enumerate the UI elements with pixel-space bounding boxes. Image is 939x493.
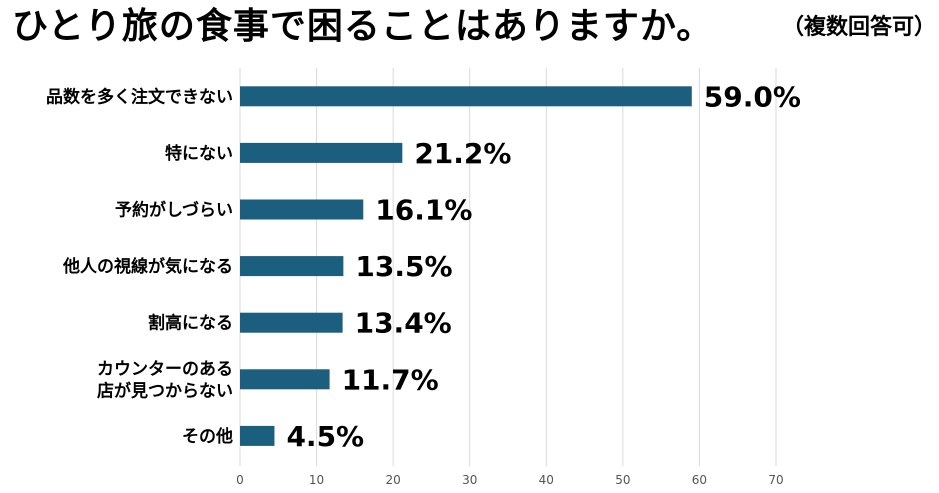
chart-subtitle: （複数回答可） (782, 15, 937, 40)
bar (240, 312, 343, 333)
category-label: その他 (182, 426, 233, 447)
value-label: 59.0% (704, 80, 801, 113)
x-tick-label: 60 (692, 473, 707, 487)
value-label: 13.5% (355, 250, 452, 283)
bar (240, 86, 692, 107)
category-label: 予約がしづらい (115, 200, 233, 221)
x-tick-label: 50 (615, 473, 630, 487)
category-label-line: その他 (182, 426, 233, 447)
category-label-line: 他人の視線が気になる (62, 256, 233, 277)
value-label: 13.4% (355, 307, 452, 340)
bar (240, 199, 364, 220)
category-label: カウンターのある店が見つからない (97, 359, 233, 401)
x-tick-label: 20 (386, 473, 401, 487)
x-axis-ticks: 0 10 20 30 40 50 60 70 (236, 473, 783, 487)
category-label: 特にない (165, 143, 233, 164)
category-label: 他人の視線が気になる (62, 256, 233, 277)
x-tick-label: 10 (309, 473, 324, 487)
category-label: 品数を多く注文できない (46, 86, 233, 107)
value-label: 21.2% (414, 137, 511, 170)
value-labels: 59.0% 21.2% 16.1% 13.5% 13.4% 11.7% 4.5% (286, 80, 800, 453)
category-label-line: 特にない (165, 143, 233, 164)
bar (240, 142, 403, 163)
category-label-line: 品数を多く注文できない (46, 86, 233, 107)
x-tick-label: 0 (236, 473, 244, 487)
bar (240, 425, 275, 446)
gridlines (239, 68, 777, 466)
category-label: 割高になる (148, 313, 233, 334)
x-tick-label: 30 (462, 473, 477, 487)
x-tick-label: 40 (539, 473, 554, 487)
category-label-line: 予約がしづらい (115, 200, 233, 221)
category-label-line: 割高になる (148, 313, 233, 334)
category-label-line: 店が見つからない (97, 380, 233, 401)
value-label: 11.7% (342, 363, 439, 396)
category-label-line: カウンターのある (97, 359, 233, 379)
bar (240, 369, 330, 390)
category-labels: 品数を多く注文できない特にない予約がしづらい他人の視線が気になる割高になるカウン… (46, 86, 233, 447)
x-tick-label: 70 (768, 473, 783, 487)
chart-title: ひとり旅の食事で困ることはありますか。 (12, 6, 714, 47)
bar (240, 256, 344, 277)
title-block: ひとり旅の食事で困ることはありますか。 （複数回答可） (12, 4, 939, 52)
value-label: 16.1% (375, 194, 472, 227)
bars (240, 86, 692, 446)
value-label: 4.5% (286, 420, 364, 453)
